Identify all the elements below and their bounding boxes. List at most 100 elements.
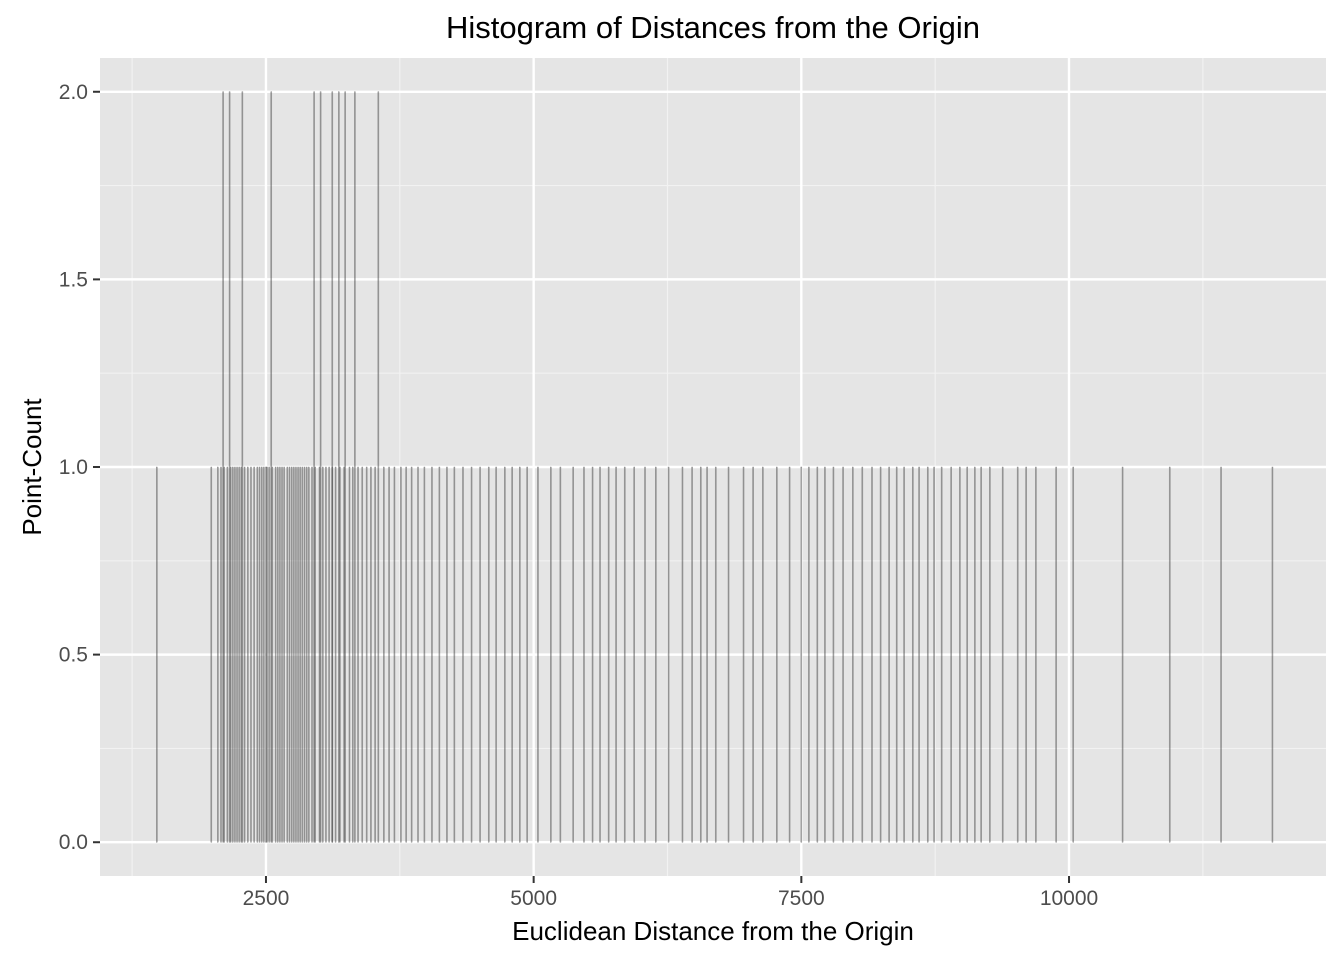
histogram-bar bbox=[583, 466, 585, 843]
histogram-bar bbox=[234, 466, 236, 843]
histogram-bar bbox=[559, 466, 562, 843]
histogram-bar bbox=[305, 466, 308, 843]
histogram-bar bbox=[691, 466, 693, 843]
histogram-bar bbox=[210, 466, 213, 843]
histogram-bar bbox=[299, 466, 301, 843]
histogram-bar bbox=[410, 466, 413, 843]
histogram-bar bbox=[370, 466, 372, 843]
histogram-bar bbox=[950, 466, 952, 843]
histogram-bar bbox=[1055, 466, 1057, 843]
y-tick-label: 1.5 bbox=[59, 268, 88, 291]
histogram-bar bbox=[519, 466, 521, 843]
histogram-bar bbox=[895, 466, 898, 843]
histogram-bar bbox=[1016, 466, 1019, 843]
y-axis-label: Point-Count bbox=[17, 398, 47, 536]
histogram-bar bbox=[279, 466, 281, 843]
histogram-bar bbox=[343, 466, 345, 843]
histogram-bar bbox=[511, 466, 513, 843]
histogram-bar bbox=[1035, 466, 1037, 843]
histogram-bar bbox=[334, 466, 337, 843]
histogram-bar bbox=[667, 466, 670, 843]
histogram-bar bbox=[281, 466, 283, 843]
histogram-bar bbox=[699, 466, 702, 843]
histogram-bar bbox=[226, 466, 229, 843]
histogram-bar bbox=[824, 466, 826, 843]
histogram-bar bbox=[727, 466, 730, 843]
histogram-bar bbox=[313, 91, 315, 843]
histogram-bar bbox=[479, 466, 481, 843]
histogram-bar bbox=[322, 466, 324, 843]
histogram-bar bbox=[393, 466, 396, 843]
histogram-bar bbox=[270, 91, 273, 843]
histogram-bar bbox=[417, 466, 419, 843]
histogram-bar bbox=[470, 466, 473, 843]
histogram-bar bbox=[453, 466, 456, 843]
histogram-bar bbox=[681, 466, 684, 843]
histogram-bar bbox=[462, 466, 464, 843]
x-axis-label: Euclidean Distance from the Origin bbox=[512, 916, 914, 946]
histogram-bar bbox=[714, 466, 717, 843]
histogram-bar bbox=[816, 466, 819, 843]
histogram-bar bbox=[1271, 466, 1274, 843]
histogram-bar bbox=[903, 466, 905, 843]
histogram-bar bbox=[591, 466, 594, 843]
histogram-bar bbox=[633, 466, 636, 843]
histogram-bar bbox=[918, 466, 920, 843]
histogram-bar bbox=[344, 91, 346, 843]
histogram-bar bbox=[431, 466, 433, 843]
histogram-bar bbox=[283, 466, 285, 843]
histogram-bar bbox=[959, 466, 961, 843]
histogram-bar bbox=[446, 466, 448, 843]
histogram-bar bbox=[438, 466, 441, 843]
histogram-bar bbox=[762, 466, 764, 843]
histogram-bar bbox=[217, 466, 219, 843]
histogram-bar bbox=[297, 466, 299, 843]
histogram-bar bbox=[871, 466, 873, 843]
y-tick-label: 2.0 bbox=[59, 81, 88, 104]
histogram-bar bbox=[303, 466, 306, 843]
histogram-bar bbox=[319, 91, 322, 843]
histogram-bar bbox=[487, 466, 490, 843]
histogram-bar bbox=[1025, 466, 1027, 843]
histogram-bar bbox=[156, 466, 158, 843]
histogram-bar bbox=[377, 91, 380, 843]
histogram-bar bbox=[526, 466, 528, 843]
chart-title: Histogram of Distances from the Origin bbox=[446, 10, 980, 45]
histogram-bar bbox=[800, 466, 803, 843]
histogram-bar bbox=[742, 466, 745, 843]
histogram-bar bbox=[423, 466, 426, 843]
histogram-bar bbox=[308, 466, 310, 843]
histogram-bar bbox=[229, 466, 232, 843]
y-tick-label: 1.0 bbox=[59, 456, 88, 479]
histogram-bar bbox=[288, 466, 291, 843]
histogram-bar bbox=[351, 466, 354, 843]
histogram-bar bbox=[238, 466, 240, 843]
histogram-bar bbox=[277, 466, 279, 843]
histogram-bar bbox=[236, 466, 238, 843]
histogram-bar bbox=[318, 466, 321, 843]
histogram-bar bbox=[247, 466, 249, 843]
histogram-bar bbox=[253, 466, 255, 843]
y-tick-label: 0.5 bbox=[59, 644, 88, 667]
histogram-bar bbox=[974, 466, 976, 843]
histogram-bar bbox=[265, 466, 267, 843]
histogram-bar bbox=[271, 466, 274, 843]
histogram-bar bbox=[301, 466, 304, 843]
histogram-bar bbox=[274, 466, 277, 843]
histogram-bar bbox=[572, 466, 574, 843]
histogram-bar bbox=[243, 466, 246, 843]
histogram-bar bbox=[615, 466, 617, 843]
histogram-bar bbox=[607, 466, 610, 843]
histogram-bar bbox=[241, 91, 244, 843]
histogram-bar bbox=[504, 466, 506, 843]
histogram-bar bbox=[328, 466, 330, 843]
histogram-bar bbox=[361, 466, 364, 843]
y-axis: 0.0 0.5 1.0 1.5 2.0 bbox=[59, 81, 100, 854]
histogram-bar bbox=[222, 91, 224, 843]
histogram-bar bbox=[338, 91, 340, 843]
histogram-bar bbox=[400, 466, 402, 843]
histogram-bar bbox=[1220, 466, 1222, 843]
histogram-bar bbox=[852, 466, 854, 843]
histogram-bar bbox=[348, 466, 351, 843]
